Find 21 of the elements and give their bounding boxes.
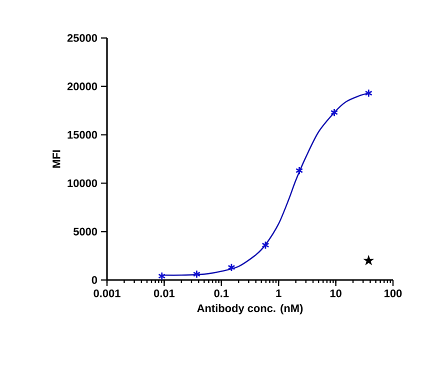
x-tick-label: 0.1 (214, 290, 229, 298)
x-tick-label: 1 (276, 290, 282, 298)
point (295, 166, 304, 175)
point (228, 263, 236, 272)
y-axis-title: MFI (52, 150, 60, 168)
y-tick-label: 10000 (68, 179, 98, 188)
y-tick-label: 15000 (68, 130, 98, 139)
point (158, 272, 166, 280)
x-axis-title: Antibody conc. (nM) (197, 304, 303, 314)
point (262, 240, 270, 250)
x-tick-label: 100 (384, 290, 402, 298)
x-tick-label: 0.001 (94, 290, 120, 298)
point (192, 270, 201, 278)
x-tick-label: 0.01 (154, 290, 175, 298)
y-tick-label: 5000 (73, 228, 98, 236)
x-tick-label: 10 (330, 290, 342, 298)
point (364, 88, 372, 98)
point (330, 108, 338, 117)
y-tick-label: 20000 (67, 82, 98, 90)
y-tick-label: 25000 (67, 34, 98, 42)
y-tick-label: 0 (92, 276, 98, 284)
